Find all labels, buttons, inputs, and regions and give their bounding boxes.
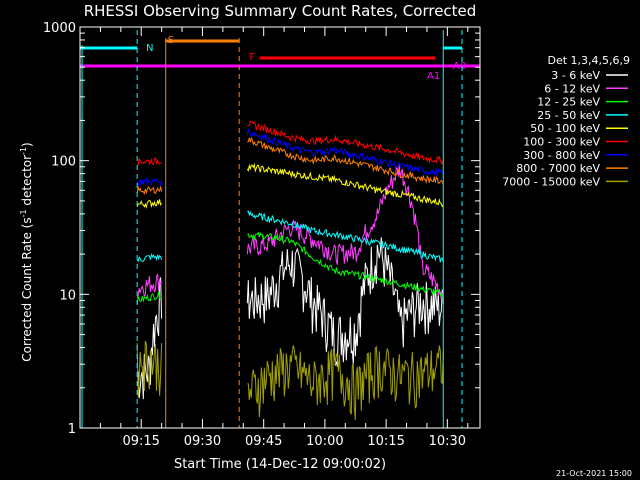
legend-title: Det 1,3,4,5,6,9 — [547, 54, 630, 67]
legend-label-8: 7000 - 15000 keV — [502, 175, 600, 188]
flare-label: F — [249, 52, 255, 63]
series-line-6-b — [246, 128, 444, 177]
night-label: N — [146, 43, 153, 54]
legend-label-4: 50 - 100 keV — [530, 122, 600, 135]
y-axis-label-text: Corrected Count Rate (s-1 detector-1) — [19, 142, 34, 361]
flags-layer: A1 A0 N S F — [80, 30, 480, 428]
series-1 — [136, 164, 444, 301]
series-line-3-b — [247, 210, 444, 263]
timestamp: 21-Oct-2021 15:00 — [556, 469, 632, 478]
series-line-4-b — [246, 162, 444, 208]
legend-label-1: 6 - 12 keV — [544, 82, 600, 95]
plot-area — [136, 120, 444, 421]
series-line-0-b — [246, 237, 444, 367]
series-line-7-a — [136, 185, 163, 195]
axes-layer: 1 10 100 1000 09:15 09:30 09:45 10:00 10:15 10:30 — [43, 21, 481, 449]
y-axis-label-end: ) — [20, 142, 34, 147]
x-tick-label-0: 09:15 — [122, 434, 159, 449]
series-5 — [137, 120, 444, 166]
x-tick-label-2: 09:45 — [245, 434, 282, 449]
saa-label: S — [168, 35, 174, 46]
series-line-2-b — [247, 231, 444, 300]
y-tick-label-1: 10 — [59, 288, 76, 303]
series-4 — [136, 162, 444, 209]
series-line-2-a — [136, 291, 163, 305]
series-line-7-b — [247, 136, 444, 185]
plot-frame — [79, 26, 481, 429]
series-6 — [136, 128, 444, 188]
series-line-1-a — [136, 273, 163, 299]
series-line-4-a — [136, 199, 162, 209]
y-axis-label-mid: detector — [20, 155, 34, 210]
series-8 — [136, 340, 444, 421]
legend-label-6: 300 - 800 keV — [523, 149, 600, 162]
y-tick-label-2: 100 — [51, 155, 76, 170]
series-line-0-a — [136, 277, 163, 400]
x-tick-label-3: 10:00 — [306, 434, 343, 449]
y-tick-label-3: 1000 — [43, 21, 76, 36]
series-line-8-b — [247, 345, 444, 421]
attenuator-label-a1: A1 — [427, 71, 440, 82]
series-3 — [136, 210, 444, 263]
attenuator-label-a0: A0 — [453, 61, 466, 72]
x-axis-label: Start Time (14-Dec-12 09:00:02) — [174, 457, 386, 472]
series-line-3-a — [136, 252, 163, 263]
legend-label-7: 800 - 7000 keV — [516, 162, 600, 175]
legend-label-3: 25 - 50 keV — [537, 109, 600, 122]
x-tick-label-5: 10:30 — [429, 434, 466, 449]
series-7 — [136, 136, 444, 195]
legend-label-0: 3 - 6 keV — [551, 69, 600, 82]
y-axis-label-sup1: -1 — [19, 209, 28, 217]
y-axis-label: Corrected Count Rate (s-1 detector-1) — [19, 142, 34, 361]
series-0 — [136, 237, 444, 400]
x-tick-label-4: 10:15 — [367, 434, 404, 449]
series-line-5-a — [137, 156, 162, 166]
x-tick-label-1: 09:30 — [184, 434, 221, 449]
series-line-1-b — [246, 164, 444, 301]
legend-label-5: 100 - 300 keV — [523, 136, 600, 149]
series-line-8-a — [136, 340, 163, 398]
y-tick-label-0: 1 — [68, 422, 76, 437]
series-2 — [136, 231, 444, 305]
chart-title: RHESSI Observing Summary Count Rates, Co… — [84, 2, 477, 20]
y-axis-label-main: Corrected Count Rate (s — [20, 217, 34, 361]
legend-label-2: 12 - 25 keV — [537, 96, 600, 109]
series-line-5-b — [247, 120, 444, 165]
y-axis-label-sup2: -1 — [19, 147, 28, 155]
series-line-6-a — [136, 177, 163, 188]
